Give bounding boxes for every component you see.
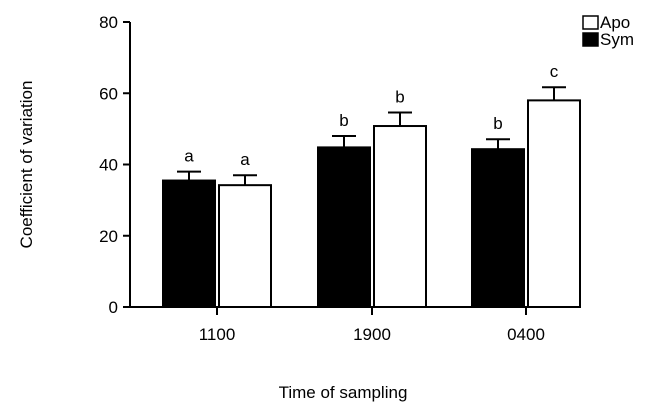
significance-letter: b bbox=[395, 87, 404, 106]
legend-swatch-sym bbox=[582, 32, 599, 47]
bar-apo bbox=[218, 184, 272, 309]
x-axis-title: Time of sampling bbox=[279, 383, 408, 402]
significance-letter: b bbox=[493, 114, 502, 133]
significance-letter: a bbox=[184, 147, 194, 166]
y-tick-label: 20 bbox=[99, 227, 118, 246]
y-tick-label: 80 bbox=[99, 13, 118, 32]
x-tick-label: 1100 bbox=[199, 325, 236, 344]
legend-label-sym: Sym bbox=[600, 30, 634, 49]
significance-letter: c bbox=[550, 62, 559, 81]
significance-letter: a bbox=[240, 150, 250, 169]
legend-label-apo: Apo bbox=[600, 13, 630, 32]
significance-letter: b bbox=[339, 111, 348, 130]
x-tick-label: 0400 bbox=[507, 325, 545, 344]
bar-sym bbox=[471, 148, 525, 308]
bar-sym bbox=[317, 146, 371, 308]
bar-sym bbox=[162, 179, 216, 308]
y-tick-label: 40 bbox=[99, 156, 118, 175]
y-tick-label: 0 bbox=[109, 298, 118, 317]
bar-apo bbox=[373, 125, 427, 309]
x-tick-label: 1900 bbox=[353, 325, 391, 344]
chart-bars: a b b a b c bbox=[162, 62, 581, 309]
y-axis-title: Coefficient of variation bbox=[17, 81, 36, 249]
legend-swatch-apo bbox=[582, 15, 599, 30]
bar-apo bbox=[527, 99, 581, 308]
y-tick-label: 60 bbox=[99, 84, 118, 103]
